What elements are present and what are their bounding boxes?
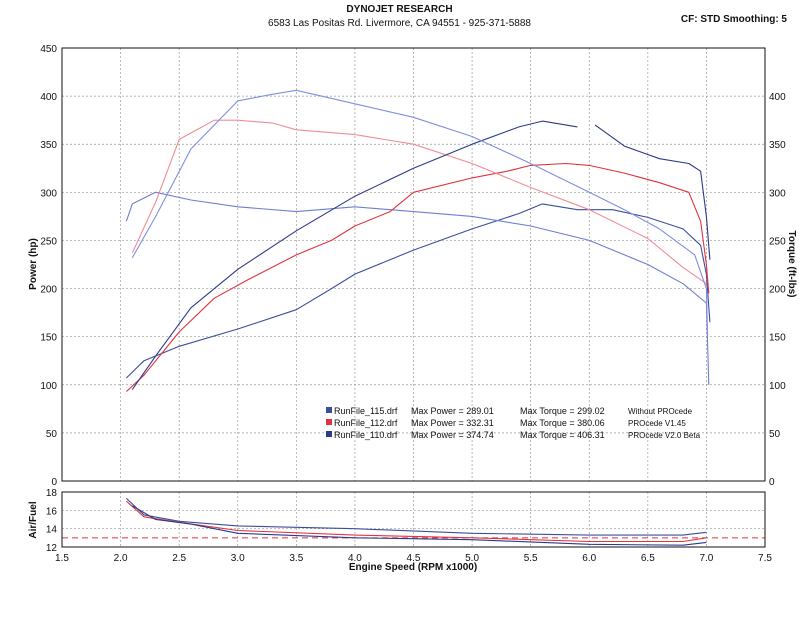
y-axis-right-label: Torque (ft-lbs) [786,230,797,297]
y-left-tick-label-2: 100 [40,381,57,392]
legend-maxpower-1: Max Power = 289.01 [411,406,494,416]
legend-file-2: RunFile_112.drf [334,418,398,428]
x-tick-label-6: 4.5 [407,553,421,564]
series-line-6-torque [131,89,709,337]
airfuel-series-line-2 [132,505,707,546]
y-right-tick-label-2: 100 [769,381,786,392]
legend-maxpower-2: Max Power = 332.31 [411,418,494,428]
y-right-tick-label-5: 250 [769,236,786,247]
x-tick-label-10: 6.5 [641,553,655,564]
legend-note-3: PROcede V2.0 Beta [628,431,701,440]
x-tick-label-1: 2.0 [114,553,128,564]
legend-maxtorque-1: Max Torque = 299.02 [520,406,605,416]
y-right-tick-label-0: 0 [769,477,775,488]
y-right-tick-label-1: 50 [769,429,781,440]
airfuel-plot-frame [61,491,766,548]
legend-swatch-2 [326,419,332,425]
airfuel-series-line-0 [126,497,707,536]
legend-file-3: RunFile_110.drf [334,430,398,440]
y-left-tick-label-8: 400 [40,92,57,103]
y-left-tick-label-4: 200 [40,285,57,296]
series-line-4-power [131,120,578,390]
legend-swatch-3 [326,431,332,437]
y-right-tick-label-3: 150 [769,333,786,344]
correction-smoothing-label: CF: STD Smoothing: 5 [680,14,787,25]
x-tick-label-11: 7.0 [699,553,713,564]
airfuel-series-group [126,497,707,546]
legend: RunFile_115.drf Max Power = 289.01 Max T… [326,406,701,440]
y-right-tick-label-4: 200 [769,285,786,296]
y-left-tick-label-7: 350 [40,140,57,151]
y-right-tick-label-6: 300 [769,188,786,199]
report-title: DYNOJET RESEARCH [346,4,453,15]
report-address: 6583 Las Positas Rd. Livermore, CA 94551… [268,18,531,29]
legend-swatch-1 [326,407,332,413]
af-tick-label-2: 16 [46,506,58,517]
legend-maxtorque-3: Max Torque = 406.31 [520,430,605,440]
series-line-3-torque [131,119,707,285]
x-tick-label-0: 1.5 [55,553,69,564]
y-left-tick-label-1: 50 [46,429,58,440]
legend-entry-1: RunFile_115.drf Max Power = 289.01 Max T… [326,406,693,416]
y-left-tick-label-0: 0 [51,477,57,488]
af-tick-label-0: 12 [46,543,58,554]
series-line-5-power [594,124,711,260]
main-tick-labels: 1.5 2.0 2.5 3.0 3.5 4.0 4.5 5.0 5.5 6.0 6.5 7.0 7.5 0… [40,44,786,564]
legend-file-1: RunFile_115.drf [334,406,398,416]
y-left-tick-label-5: 250 [40,236,57,247]
y-right-tick-label-8: 400 [769,92,786,103]
x-tick-label-4: 3.5 [289,553,303,564]
legend-entry-2: RunFile_112.drf Max Power = 332.31 Max T… [326,418,686,428]
af-tick-label-1: 14 [46,525,58,536]
airfuel-tick-labels: 12 14 16 18 [46,488,58,554]
legend-entry-3: RunFile_110.drf Max Power = 374.74 Max T… [326,430,701,440]
x-tick-label-2: 2.5 [172,553,186,564]
x-tick-label-3: 3.0 [231,553,245,564]
series-line-2-power [126,162,710,392]
airfuel-axis-label: Air/Fuel [28,501,39,538]
x-tick-label-8: 5.5 [524,553,538,564]
y-left-tick-label-9: 450 [40,44,57,55]
airfuel-series-line-1 [126,500,707,543]
legend-maxpower-3: Max Power = 374.74 [411,430,494,440]
x-tick-label-7: 5.0 [465,553,479,564]
x-tick-label-5: 4.0 [348,553,362,564]
legend-note-2: PROcede V1.45 [628,419,686,428]
legend-maxtorque-2: Max Torque = 380.06 [520,418,605,428]
legend-note-1: Without PROcede [628,407,693,416]
af-tick-label-3: 18 [46,488,58,499]
x-tick-label-9: 6.0 [582,553,596,564]
series-line-0-power [126,203,711,379]
x-axis-label: Engine Speed (RPM x1000) [349,562,477,573]
main-grid [61,47,766,482]
y-right-tick-label-7: 350 [769,140,786,151]
y-left-tick-label-6: 300 [40,188,57,199]
main-plot-frame [61,47,766,482]
main-series-group [125,89,711,392]
y-axis-left-label: Power (hp) [28,238,39,290]
y-left-tick-label-3: 150 [40,333,57,344]
x-tick-label-12: 7.5 [758,553,772,564]
